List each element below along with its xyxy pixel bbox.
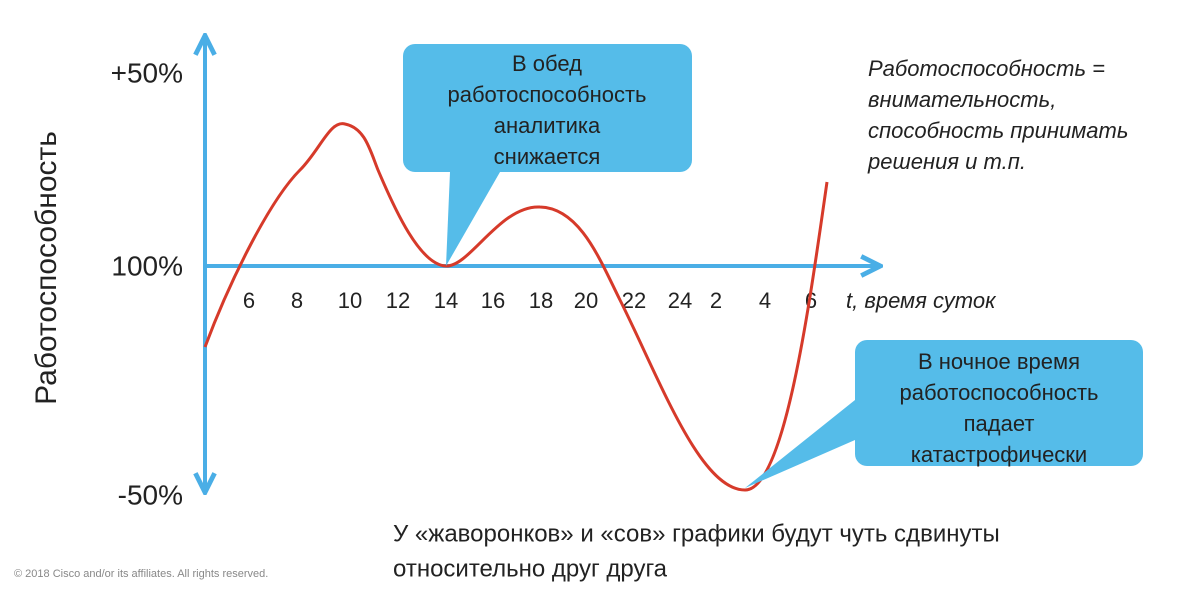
- callout-line: работоспособность: [447, 82, 646, 107]
- x-tick-label: 2: [710, 288, 722, 313]
- bottom-line: относительно друг друга: [393, 555, 668, 582]
- callout-box: [855, 340, 1143, 466]
- callout-line: В обед: [512, 51, 582, 76]
- callout-line: снижается: [494, 144, 601, 169]
- note-line: способность принимать: [868, 118, 1128, 143]
- x-title: t, время суток: [846, 288, 997, 313]
- x-tick-label: 20: [574, 288, 598, 313]
- x-tick-label: 4: [759, 288, 771, 313]
- y-label: -50%: [118, 479, 183, 510]
- callout-text: В обед работоспособность аналитика снижаетс…: [447, 51, 646, 169]
- callout-line: катастрофически: [911, 442, 1087, 467]
- bottom-line: У «жаворонков» и «сов» графики будут чут…: [393, 520, 1000, 547]
- y-label: 100%: [111, 250, 183, 281]
- x-title-text: , время суток: [852, 288, 997, 313]
- callout-line: В ночное время: [918, 349, 1080, 374]
- x-ticks: 6 8 10 12 14 16 18 20 22 24 2 4 6: [243, 288, 817, 313]
- callout-line: работоспособность: [899, 380, 1098, 405]
- note: Работоспособность = внимательность, способ…: [867, 56, 1128, 174]
- y-title: Работоспособность: [30, 131, 63, 405]
- bottom-text: У «жаворонков» и «сов» графики будут чут…: [393, 520, 1000, 582]
- note-line: решения и т.п.: [867, 149, 1026, 174]
- x-tick-label: 14: [434, 288, 458, 313]
- note-line: внимательность,: [868, 87, 1056, 112]
- callout-line: аналитика: [494, 113, 601, 138]
- callout-pointer: [745, 400, 855, 488]
- note-line: Работоспособность =: [868, 56, 1105, 81]
- y-label: +50%: [111, 57, 183, 88]
- callout-line: падает: [964, 411, 1035, 436]
- x-tick-label: 6: [243, 288, 255, 313]
- callout-pointer: [446, 172, 500, 266]
- footer: © 2018 Cisco and/or its affiliates. All …: [14, 568, 268, 580]
- performance-curve: [203, 122, 829, 492]
- callout-box: [403, 44, 692, 172]
- x-tick-label: 12: [386, 288, 410, 313]
- x-tick-label: 18: [529, 288, 553, 313]
- callout-text: В ночное время работоспособность падает кат…: [899, 349, 1098, 467]
- x-tick-label: 16: [481, 288, 505, 313]
- x-var: t: [846, 288, 853, 313]
- x-tick-label: 10: [338, 288, 362, 313]
- x-tick-label: 8: [291, 288, 303, 313]
- x-tick-label: 24: [668, 288, 692, 313]
